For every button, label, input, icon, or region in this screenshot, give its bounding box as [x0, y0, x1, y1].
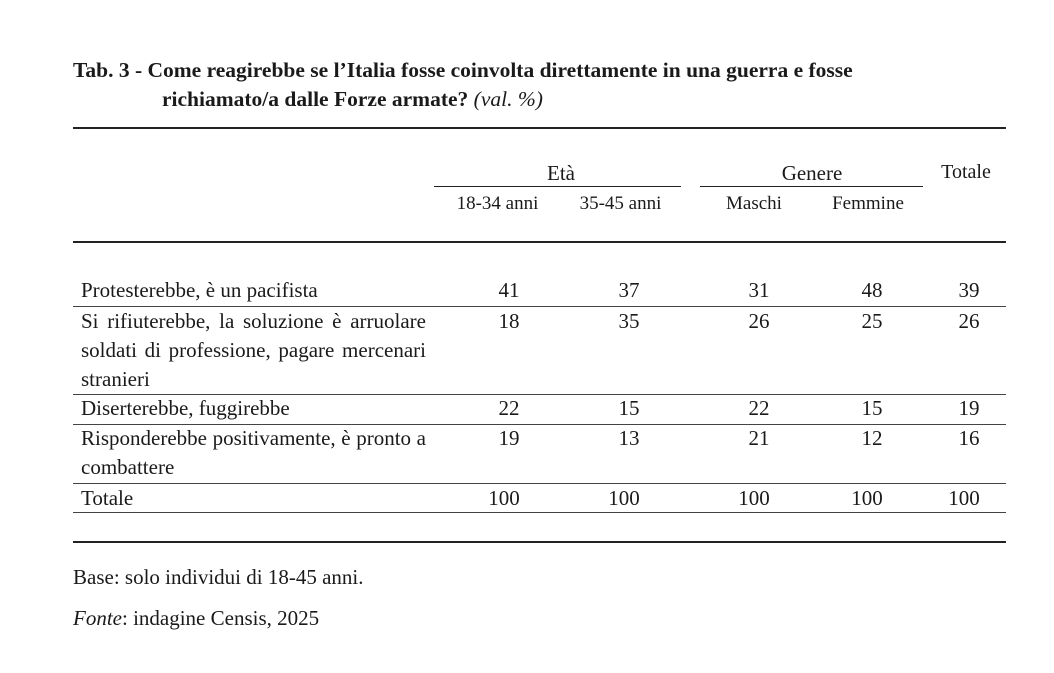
cell-r5-c4: 100 [851, 486, 883, 510]
column-header-totale: Totale [941, 161, 991, 183]
cell-r4-c3: 21 [748, 426, 770, 450]
column-header-18-34: 18-34 anni [456, 193, 539, 214]
cell-r4-c5: 16 [958, 426, 980, 450]
cell-r3-c3: 22 [748, 396, 770, 420]
cell-r1-c3: 31 [748, 278, 770, 302]
eta-group-underline [434, 186, 681, 187]
row-label-diserterebbe: Diserterebbe, fuggirebbe [81, 396, 290, 420]
cell-r4-c4: 12 [861, 426, 883, 450]
row-label-protesterebbe: Protesterebbe, è un pacifista [81, 278, 318, 302]
cell-r5-c2: 100 [608, 486, 640, 510]
cell-r1-c5: 39 [958, 278, 980, 302]
row-divider [73, 424, 1006, 425]
row-divider [73, 512, 1006, 513]
group-header-eta: Età [532, 160, 590, 186]
base-note: Base: solo individui di 18-45 anni. [73, 565, 364, 589]
row-divider [73, 394, 1006, 395]
top-rule [73, 127, 1006, 129]
cell-r3-c1: 22 [498, 396, 520, 420]
row-divider [73, 483, 1006, 484]
cell-r1-c2: 37 [618, 278, 640, 302]
cell-r5-c1: 100 [488, 486, 520, 510]
cell-r2-c2: 35 [618, 309, 640, 333]
title-line-1: Tab. 3 - Come reagirebbe se l’Italia fos… [73, 58, 853, 82]
group-header-genere: Genere [766, 160, 858, 186]
cell-r4-c2: 13 [618, 426, 640, 450]
cell-r5-c3: 100 [738, 486, 770, 510]
header-rule [73, 241, 1006, 243]
cell-r2-c3: 26 [748, 309, 770, 333]
bottom-rule [73, 541, 1006, 543]
cell-r1-c1: 41 [498, 278, 520, 302]
source-note: Fonte: indagine Censis, 2025 [73, 604, 319, 632]
cell-r5-c5: 100 [948, 486, 980, 510]
cell-r2-c4: 25 [861, 309, 883, 333]
cell-r3-c5: 19 [958, 396, 980, 420]
column-header-femmine: Femmine [832, 193, 904, 214]
cell-r2-c1: 18 [498, 309, 520, 333]
genere-group-underline [700, 186, 923, 187]
title-line-2-text: richiamato/a dalle Forze armate? [162, 87, 469, 111]
cell-r3-c4: 15 [861, 396, 883, 420]
column-header-35-45: 35-45 anni [579, 193, 662, 214]
row-label-si-rifiuterebbe: Si rifiuterebbe, la soluzione è arruolar… [81, 309, 426, 391]
cell-r4-c1: 19 [498, 426, 520, 450]
row-label-totale: Totale [81, 486, 134, 510]
cell-r2-c5: 26 [958, 309, 980, 333]
source-label: Fonte [73, 606, 122, 630]
cell-r1-c4: 48 [861, 278, 883, 302]
table-title: Tab. 3 - Come reagirebbe se l’Italia fos… [73, 56, 1013, 114]
source-text: : indagine Censis, 2025 [121, 606, 320, 630]
column-header-maschi: Maschi [726, 193, 782, 214]
row-divider [73, 306, 1006, 307]
title-unit: (val. %) [473, 87, 543, 111]
row-label-risponderebbe: Risponderebbe positivamente, è pronto a … [81, 426, 426, 479]
cell-r3-c2: 15 [618, 396, 640, 420]
title-line-2: richiamato/a dalle Forze armate? (val. %… [73, 85, 1013, 114]
